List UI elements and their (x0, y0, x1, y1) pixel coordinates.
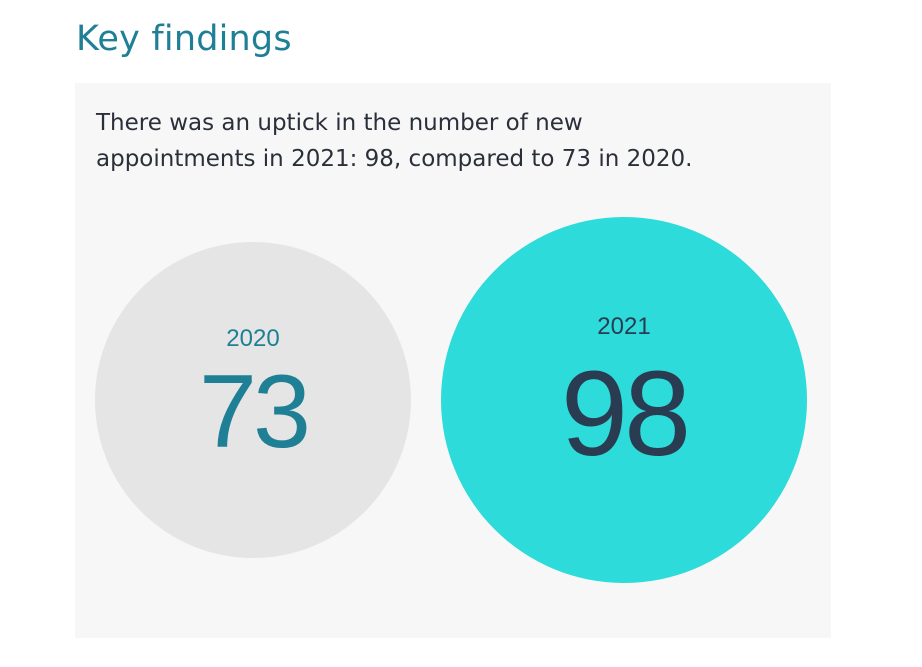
summary-line-2: appointments in 2021: 98, compared to 73… (96, 146, 693, 172)
page-title: Key findings (76, 19, 292, 59)
bubble-value-2020: 73 (199, 354, 311, 471)
bubble-2020: 2020 73 (95, 242, 411, 558)
bubble-year-2021: 2021 (597, 313, 651, 341)
findings-summary: There was an uptick in the number of new… (96, 105, 816, 177)
bubble-value-2021: 98 (560, 346, 691, 482)
summary-line-1: There was an uptick in the number of new (96, 110, 583, 136)
bubble-2021: 2021 98 (441, 217, 807, 583)
findings-panel: There was an uptick in the number of new… (75, 83, 831, 638)
bubble-year-2020: 2020 (226, 324, 280, 352)
